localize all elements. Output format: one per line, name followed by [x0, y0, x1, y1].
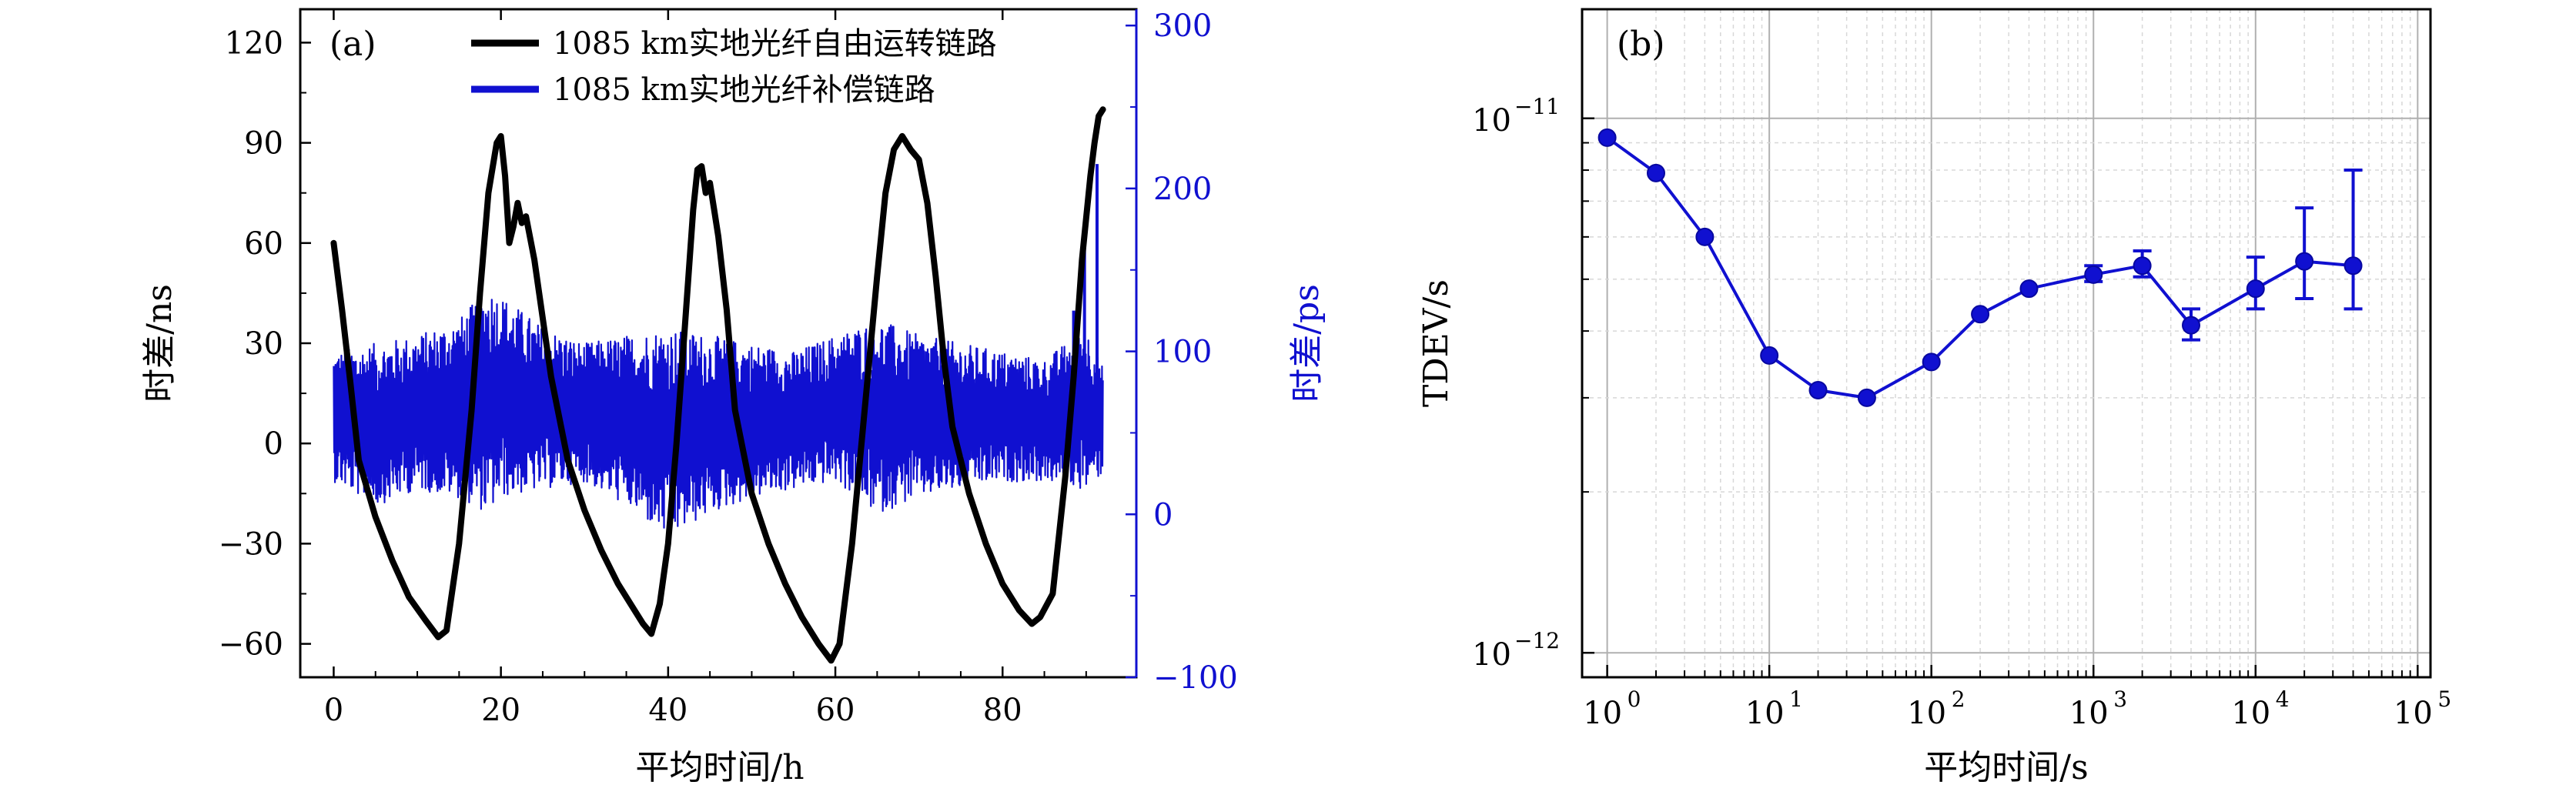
panel-b-x-label: 平均时间/s: [1924, 748, 2088, 787]
panel-a-plot-area: [330, 106, 1106, 664]
y-tick-exponent: −12: [1514, 628, 1560, 653]
x-tick-exponent: 3: [2113, 686, 2127, 712]
y-left-tick-label: 90: [244, 126, 283, 162]
tdev-point: [1808, 380, 1828, 399]
x-tick-label: 10: [2231, 696, 2270, 731]
x-tick-label: 10: [1907, 696, 1946, 731]
tdev-point: [2182, 316, 2201, 335]
tdev-point: [1922, 352, 1941, 372]
x-tick-label: 10: [2069, 696, 2109, 731]
y-tick-label: 10: [1472, 103, 1511, 139]
x-tick-label: 40: [648, 693, 687, 728]
y-tick-exponent: −11: [1514, 94, 1560, 119]
x-tick-label: 80: [983, 693, 1022, 728]
y-right-tick-label: 100: [1153, 335, 1212, 370]
tdev-point: [1695, 227, 1715, 246]
y-left-tick-label: 0: [264, 426, 283, 462]
legend-label-comp: 1085 km实地光纤补偿链路: [553, 72, 935, 108]
tdev-point: [2019, 279, 2039, 299]
y-left-tick-label: 120: [225, 25, 283, 61]
y-left-tick-label: −30: [219, 526, 283, 562]
panel-a-left-y-label: 时差/ns: [140, 284, 179, 403]
y-right-tick-label: 0: [1153, 497, 1173, 533]
x-tick-exponent: 5: [2437, 686, 2451, 712]
panel-a-right-y-label: 时差/ps: [1287, 284, 1326, 403]
x-tick-exponent: 1: [1789, 686, 1803, 712]
y-right-tick-label: −100: [1153, 660, 1238, 696]
legend-label-free: 1085 km实地光纤自由运转链路: [553, 26, 997, 62]
panel-b-frame: [1581, 8, 2432, 679]
series-compensated-line: [333, 297, 1104, 529]
tdev-point: [1760, 346, 1779, 365]
tdev-point: [1971, 305, 1990, 324]
tdev-point: [2133, 256, 2152, 276]
panel-b-grid: [1582, 9, 2430, 677]
panel-b-y-label: TDEV/s: [1417, 279, 1456, 407]
y-left-tick-label: 60: [244, 226, 283, 262]
y-left-tick-label: −60: [219, 627, 283, 663]
x-tick-exponent: 2: [1952, 686, 1965, 712]
y-tick-label: 10: [1472, 637, 1511, 673]
panel-a-x-label: 平均时间/h: [635, 748, 804, 787]
x-tick-label: 20: [481, 693, 520, 728]
tdev-point: [2343, 256, 2363, 276]
tdev-point: [2295, 252, 2314, 271]
panel-b-x-axis: 10 0 10 1 10 2 10 3 10 4 10 5: [1583, 665, 2451, 731]
tdev-point: [1857, 388, 1876, 407]
panel-b-label: (b): [1617, 25, 1665, 64]
series-free-running-line: [330, 106, 1106, 664]
panel-a-x-axis: 0 20 40 60 80: [324, 9, 1087, 728]
tdev-point: [1597, 128, 1617, 147]
panel-a-label: (a): [330, 25, 376, 64]
x-tick-label: 10: [1745, 696, 1785, 731]
x-tick-label: 60: [816, 693, 855, 728]
panel-b-plot-area: [1597, 128, 2363, 407]
panel-a-right-y-axis: 300 200 100 0 −100: [1126, 8, 1238, 696]
tdev-point: [1646, 163, 1665, 182]
panel-a-legend: 1085 km实地光纤自由运转链路 1085 km实地光纤补偿链路: [471, 26, 997, 108]
x-tick-exponent: 0: [1628, 686, 1641, 712]
y-right-tick-label: 200: [1153, 172, 1212, 207]
panel-a-left-y-axis: 120 90 60 30 0 −30 −60: [219, 25, 311, 663]
y-right-tick-label: 300: [1153, 8, 1212, 44]
x-tick-label: 10: [1583, 696, 1622, 731]
tdev-point: [2084, 265, 2103, 284]
x-tick-label: 10: [2394, 696, 2433, 731]
x-tick-exponent: 4: [2276, 686, 2290, 712]
x-tick-label: 0: [324, 693, 343, 728]
tdev-point: [2246, 279, 2265, 299]
y-left-tick-label: 30: [244, 326, 283, 362]
